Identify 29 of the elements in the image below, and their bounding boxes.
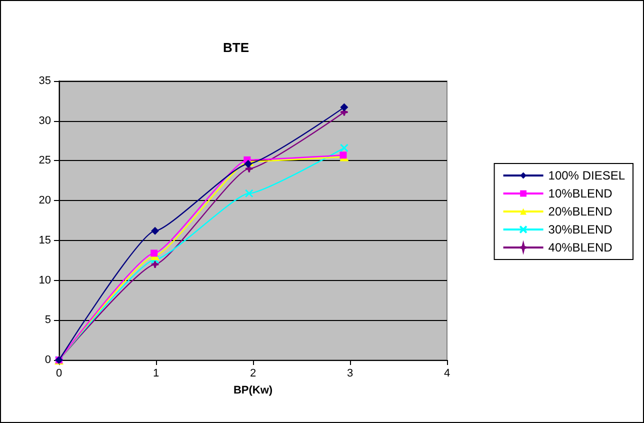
- legend-label: 20%BLEND: [548, 204, 613, 218]
- point: [150, 260, 160, 269]
- y-tick-label: 20: [38, 194, 51, 207]
- legend-label: 100% DIESEL: [548, 168, 626, 182]
- y-tick-label: 35: [38, 75, 51, 87]
- y-tick-label: 15: [38, 234, 51, 246]
- point: [340, 103, 348, 112]
- point: [244, 160, 252, 168]
- point: [151, 226, 160, 235]
- x-tick-label: 0: [56, 368, 62, 380]
- y-tick-label: 5: [44, 314, 51, 326]
- legend-label: 40%BLEND: [548, 240, 613, 254]
- x-tick-label: 2: [250, 368, 256, 380]
- y-tick-label: 10: [38, 274, 51, 286]
- x-tick-label: 4: [444, 368, 450, 380]
- y-tick-label: 0: [44, 354, 51, 366]
- point: [340, 152, 347, 159]
- point: [340, 144, 348, 152]
- y-tick-label: 30: [38, 114, 51, 127]
- chart-title: BTE: [223, 40, 250, 55]
- point: [150, 255, 160, 264]
- legend-label: 30%BLEND: [548, 222, 613, 236]
- legend-label: 10%BLEND: [548, 186, 613, 200]
- point: [150, 250, 158, 257]
- point: [244, 189, 254, 198]
- x-tick-label: 3: [346, 368, 354, 380]
- x-axis-title: BP(Kw): [233, 384, 273, 396]
- y-tick-label: 25: [38, 154, 51, 167]
- x-tick-label: 1: [152, 368, 160, 380]
